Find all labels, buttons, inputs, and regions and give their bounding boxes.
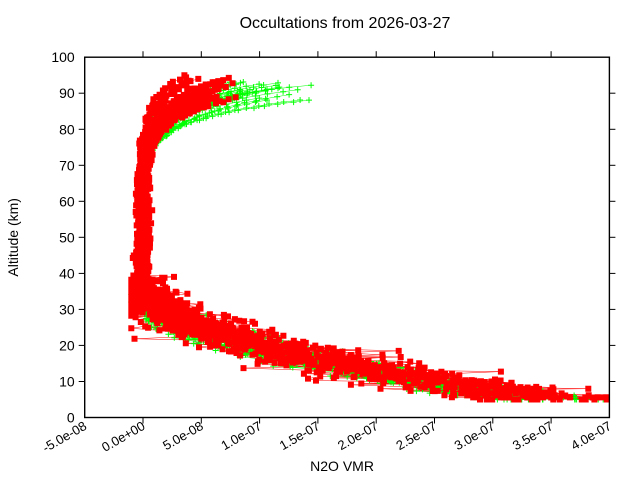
svg-text:Occultations from 2026-03-27: Occultations from 2026-03-27	[240, 15, 451, 32]
svg-text:70: 70	[59, 157, 75, 173]
svg-text:30: 30	[59, 301, 75, 317]
svg-text:10: 10	[59, 374, 75, 390]
svg-text:-5.0e-08: -5.0e-08	[40, 418, 89, 455]
svg-text:2.0e-07: 2.0e-07	[335, 418, 381, 453]
svg-text:3.0e-07: 3.0e-07	[452, 418, 498, 453]
svg-text:20: 20	[59, 337, 75, 353]
svg-text:100: 100	[51, 49, 75, 65]
svg-text:40: 40	[59, 265, 75, 281]
svg-text:1.5e-07: 1.5e-07	[277, 418, 323, 453]
svg-text:1.0e-07: 1.0e-07	[218, 418, 264, 453]
svg-text:50: 50	[59, 229, 75, 245]
svg-text:60: 60	[59, 193, 75, 209]
svg-text:80: 80	[59, 121, 75, 137]
svg-text:90: 90	[59, 85, 75, 101]
svg-text:Altitude (km): Altitude (km)	[5, 198, 21, 277]
svg-text:2.5e-07: 2.5e-07	[393, 418, 439, 453]
svg-text:N2O VMR: N2O VMR	[310, 458, 374, 474]
svg-text:4.0e-07: 4.0e-07	[568, 418, 614, 453]
svg-text:0.0e+00: 0.0e+00	[99, 418, 148, 455]
svg-text:5.0e-08: 5.0e-08	[160, 418, 206, 453]
svg-text:3.5e-07: 3.5e-07	[510, 418, 556, 453]
